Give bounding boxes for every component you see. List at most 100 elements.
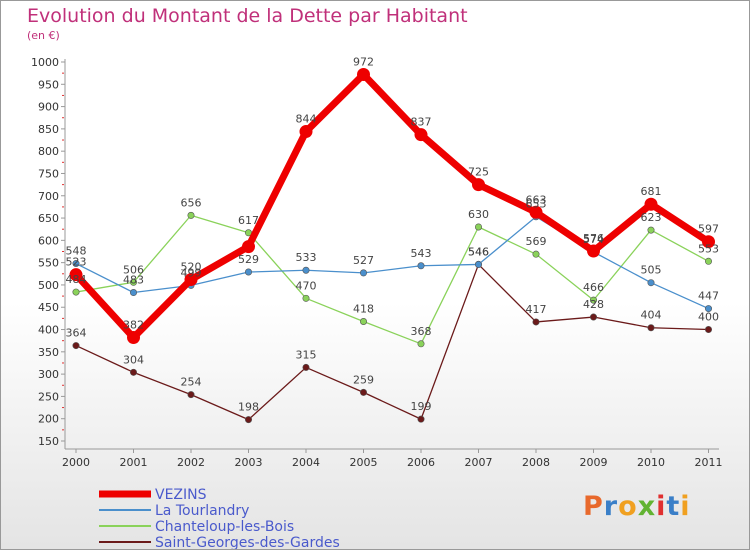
data-label: 198 [238,401,259,414]
series-line-3 [75,263,710,421]
data-label: 576 [583,232,604,245]
x-tick-label: 2002 [177,456,205,469]
data-point [414,128,428,142]
data-label: 428 [583,298,604,311]
series-line-0 [72,70,712,342]
data-label: 543 [411,247,432,260]
data-point [417,262,425,270]
data-point [702,235,715,249]
logo-letter: i [680,491,691,522]
data-point [647,324,655,332]
logo-letter: x [637,491,657,522]
data-point [184,273,198,287]
data-point [245,416,253,424]
data-point [704,326,712,334]
data-label: 546 [468,245,489,258]
data-label: 470 [296,279,317,292]
y-tick-label: 850 [38,123,59,136]
data-label: 653 [526,198,547,211]
logo-letter: t [666,491,681,522]
data-label: 623 [641,211,662,224]
logo-letter: o [618,491,638,522]
data-point [647,226,655,234]
data-label: 417 [526,303,547,316]
y-tick-label: 650 [38,212,59,225]
data-label: 527 [353,254,374,267]
x-tick-label: 2010 [637,456,665,469]
data-label: 553 [698,242,719,255]
data-label: 447 [698,290,719,303]
data-label: 505 [641,264,662,277]
data-label: 725 [468,166,489,179]
x-tick-label: 2004 [292,456,320,469]
data-point [357,67,370,81]
data-point [242,240,255,254]
legend-label: VEZINS [155,487,207,503]
data-point [474,260,482,268]
data-point [359,388,367,396]
x-tick-label: 2009 [580,456,608,469]
y-tick-label: 700 [38,190,59,203]
data-point [474,223,482,231]
y-tick-label: 350 [38,346,59,359]
logo-letter: r [603,491,619,522]
y-tick-label: 600 [38,234,59,247]
data-label: 972 [353,55,374,68]
data-point [302,266,310,274]
data-label: 382 [123,319,144,332]
data-label: 681 [641,185,662,198]
data-point [130,278,138,286]
x-tick-label: 2005 [350,456,378,469]
data-label: 529 [238,253,259,266]
data-point [532,250,540,258]
chart-subtitle: (en €) [27,29,60,42]
data-label: 597 [698,223,719,236]
data-label: 499 [181,266,202,279]
data-label: 523 [66,256,87,269]
data-label: 315 [296,348,317,361]
data-label: 466 [583,281,604,294]
data-label: 304 [123,353,144,366]
data-point [359,318,367,326]
y-tick-label: 1000 [31,56,59,69]
data-label: 506 [123,263,144,276]
data-point [72,342,80,350]
x-tick-label: 2008 [522,456,550,469]
chart-title: Evolution du Montant de la Dette par Hab… [27,5,468,27]
y-tick-label: 900 [38,101,59,114]
x-tick-label: 2007 [465,456,493,469]
data-point [587,244,600,258]
data-label: 663 [526,193,547,206]
y-tick-label: 150 [38,435,59,448]
data-point [647,279,655,287]
y-tick-label: 800 [38,145,59,158]
data-label: 364 [66,327,87,340]
legend-label: Chanteloup-les-Bois [155,519,294,535]
data-label: 617 [238,214,259,227]
data-label: 404 [641,309,662,322]
data-label: 837 [411,116,432,129]
data-label: 483 [123,274,144,287]
data-label: 844 [296,113,317,126]
y-tick-label: 250 [38,390,59,403]
y-tick-label: 300 [38,368,59,381]
data-point [529,205,543,219]
data-point [187,391,195,399]
data-label: 259 [353,373,374,386]
data-point [472,178,485,192]
data-label: 418 [353,303,374,316]
data-label: 254 [181,376,202,389]
y-tick-label: 400 [38,324,59,337]
data-point [417,340,425,348]
data-label: 484 [66,273,87,286]
data-label: 630 [468,208,489,221]
x-tick-label: 2006 [407,456,435,469]
data-label: 569 [526,235,547,248]
data-label: 400 [698,311,719,324]
data-label: 548 [66,245,87,258]
y-tick-label: 750 [38,167,59,180]
data-point [589,313,597,321]
data-label: 199 [411,400,432,413]
data-point [589,296,597,304]
